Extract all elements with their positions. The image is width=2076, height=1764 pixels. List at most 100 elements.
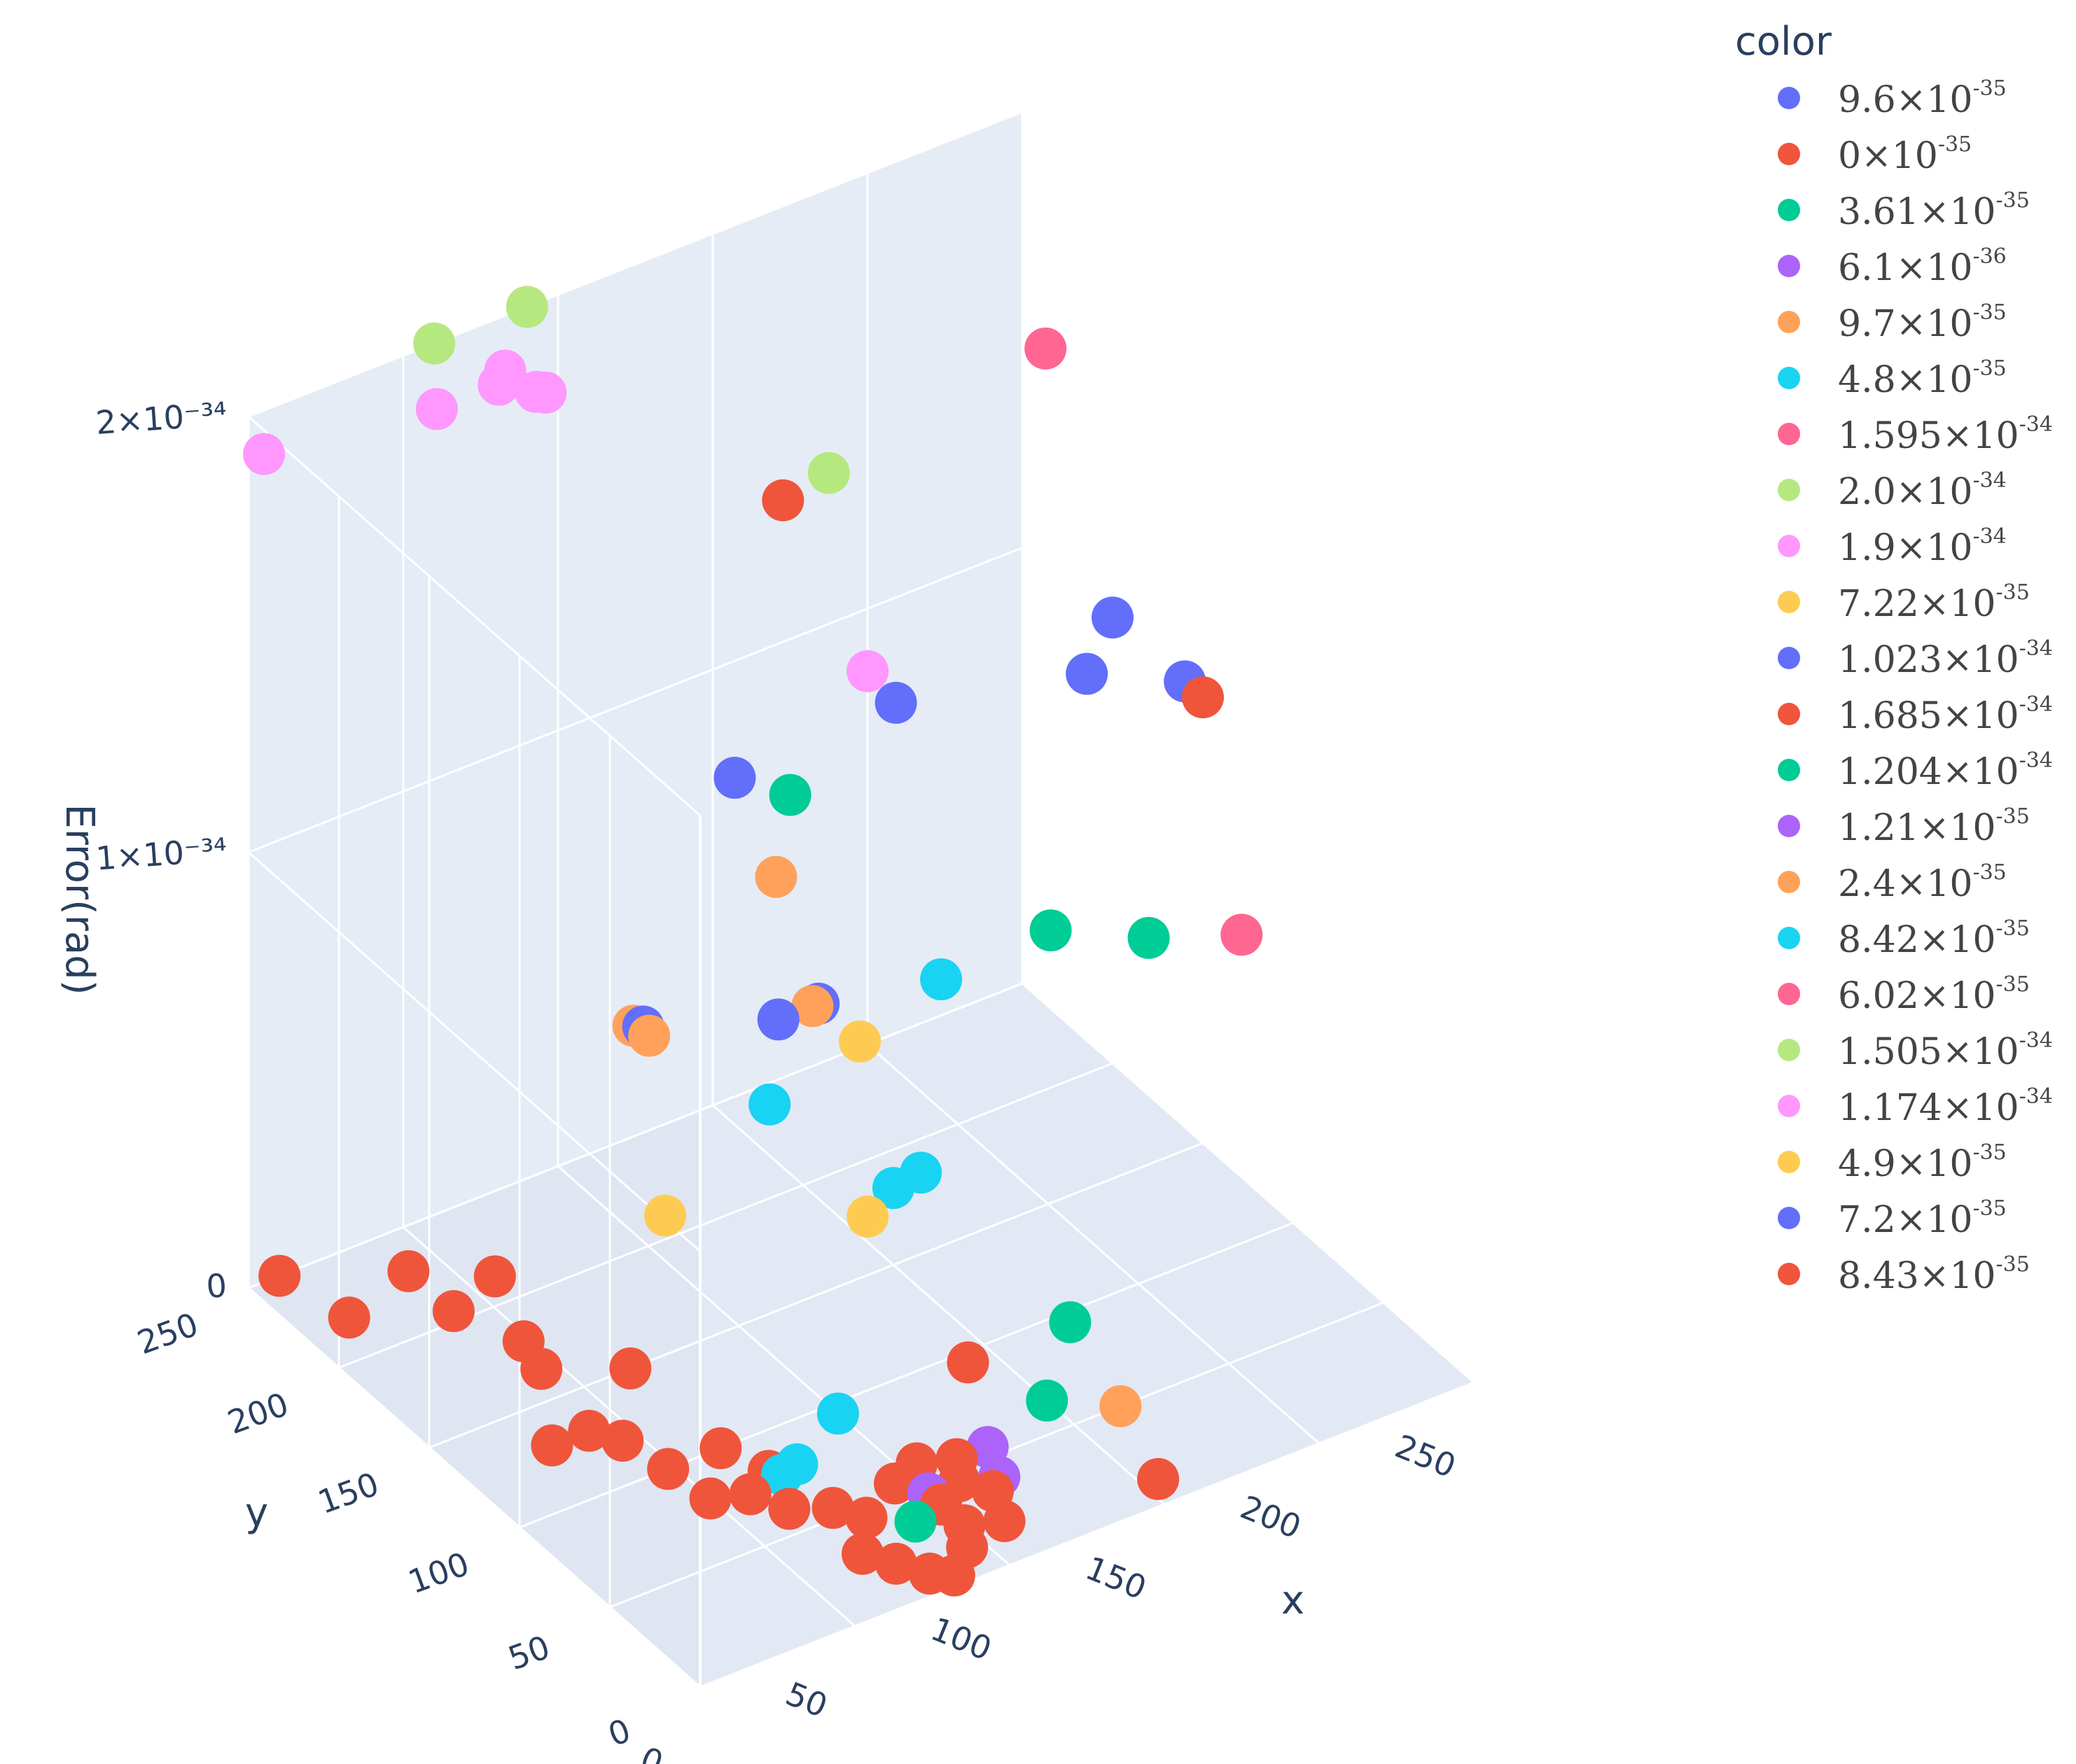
legend-item[interactable]: 1.9×10-34 [1778,524,2007,569]
legend-item[interactable]: 2.4×10-35 [1778,860,2007,905]
data-point[interactable] [1137,1457,1180,1500]
legend-item[interactable]: 2.0×10-34 [1778,468,2007,513]
data-point[interactable] [609,1347,652,1390]
legend-item[interactable]: 7.22×10-35 [1778,580,2030,625]
legend-item[interactable]: 6.02×10-35 [1778,972,2030,1017]
legend-item[interactable]: 1.685×10-34 [1778,692,2053,737]
data-point[interactable] [413,322,456,365]
legend-label: 9.7×10-35 [1838,300,2007,345]
legend-marker [1778,759,1800,781]
data-point[interactable] [699,1427,742,1469]
data-point[interactable] [845,1497,888,1539]
data-point[interactable] [847,1196,889,1238]
data-point[interactable] [478,363,520,406]
data-point[interactable] [415,388,458,430]
legend-marker [1778,87,1800,109]
data-point[interactable] [947,1341,989,1384]
legend-item[interactable]: 9.7×10-35 [1778,300,2007,345]
data-point[interactable] [748,1083,791,1126]
data-point[interactable] [1066,652,1108,695]
data-point[interactable] [811,1487,854,1530]
data-point[interactable] [1026,1379,1068,1422]
legend-label: 1.204×10-34 [1838,748,2053,793]
data-point[interactable] [842,1532,884,1575]
data-point[interactable] [1127,916,1170,959]
data-point[interactable] [768,1488,811,1530]
data-point[interactable] [839,1020,882,1063]
legend-item[interactable]: 1.204×10-34 [1778,748,2053,793]
legend-item[interactable]: 1.023×10-34 [1778,636,2053,681]
data-point[interactable] [524,371,567,414]
data-point[interactable] [689,1477,732,1520]
data-point[interactable] [531,1424,573,1466]
legend-label: 8.42×10-35 [1838,916,2030,961]
legend-item[interactable]: 4.8×10-35 [1778,356,2007,401]
legend-item[interactable]: 9.6×10-35 [1778,76,2007,121]
legend-title: color [1735,19,1832,64]
y-tick-label: 200 [223,1385,293,1442]
wall-ymax-gridline-z [248,982,1023,1289]
data-point[interactable] [1182,676,1224,719]
data-point[interactable] [761,1453,803,1496]
data-point[interactable] [875,1542,917,1585]
data-point[interactable] [762,479,804,522]
data-point[interactable] [1092,596,1134,639]
data-point[interactable] [520,1348,563,1390]
legend-item[interactable]: 1.505×10-34 [1778,1028,2053,1073]
data-point[interactable] [894,1500,937,1543]
data-point[interactable] [872,1167,914,1210]
legend-marker [1778,927,1800,949]
legend-item[interactable]: 4.9×10-35 [1778,1140,2007,1185]
data-point[interactable] [933,1554,975,1597]
legend-item[interactable]: 7.2×10-35 [1778,1196,2007,1241]
data-point[interactable] [601,1420,644,1462]
legend-item[interactable]: 8.42×10-35 [1778,916,2030,961]
data-point[interactable] [1024,327,1067,370]
data-point[interactable] [757,998,800,1041]
data-point[interactable] [432,1290,475,1332]
legend-item[interactable]: 3.61×10-35 [1778,188,2030,233]
data-point[interactable] [769,774,811,816]
data-point[interactable] [258,1254,301,1297]
legend-label: 1.023×10-34 [1838,636,2053,681]
data-point[interactable] [243,433,286,475]
legend-marker [1778,1095,1800,1117]
data-point[interactable] [473,1255,516,1298]
legend-marker [1778,199,1800,221]
data-point[interactable] [387,1250,430,1292]
data-points[interactable] [243,286,1263,1597]
legend-item[interactable]: 1.21×10-35 [1778,804,2030,849]
wall-x0-gridline-z [248,1287,701,1688]
legend-item[interactable]: 0×10-35 [1778,132,1972,177]
data-point[interactable] [644,1194,686,1237]
y-tick-label: 250 [132,1306,203,1362]
legend-marker [1778,1151,1800,1173]
data-point[interactable] [713,757,756,799]
data-point[interactable] [729,1473,772,1516]
data-point[interactable] [1029,909,1072,952]
data-point[interactable] [1049,1301,1092,1343]
legend-item[interactable]: 8.43×10-35 [1778,1252,2030,1297]
data-point[interactable] [506,286,548,328]
data-point[interactable] [628,1014,671,1057]
data-point[interactable] [816,1392,859,1435]
legend-marker [1778,591,1800,613]
legend-item[interactable]: 1.595×10-34 [1778,412,2053,457]
data-point[interactable] [647,1448,690,1490]
legend-marker [1778,1263,1800,1285]
data-point[interactable] [1099,1385,1142,1427]
legend-label: 4.9×10-35 [1838,1140,2007,1185]
data-point[interactable] [874,1462,916,1505]
data-point[interactable] [920,958,963,1000]
data-point[interactable] [807,451,850,494]
data-point[interactable] [791,985,834,1028]
data-point[interactable] [1220,913,1263,956]
data-point[interactable] [847,650,889,692]
data-point[interactable] [983,1500,1026,1542]
legend-item[interactable]: 6.1×10-36 [1778,244,2007,289]
data-point[interactable] [875,682,917,724]
data-point[interactable] [568,1410,611,1452]
legend-item[interactable]: 1.174×10-34 [1778,1084,2053,1129]
data-point[interactable] [328,1296,370,1339]
data-point[interactable] [755,855,797,898]
